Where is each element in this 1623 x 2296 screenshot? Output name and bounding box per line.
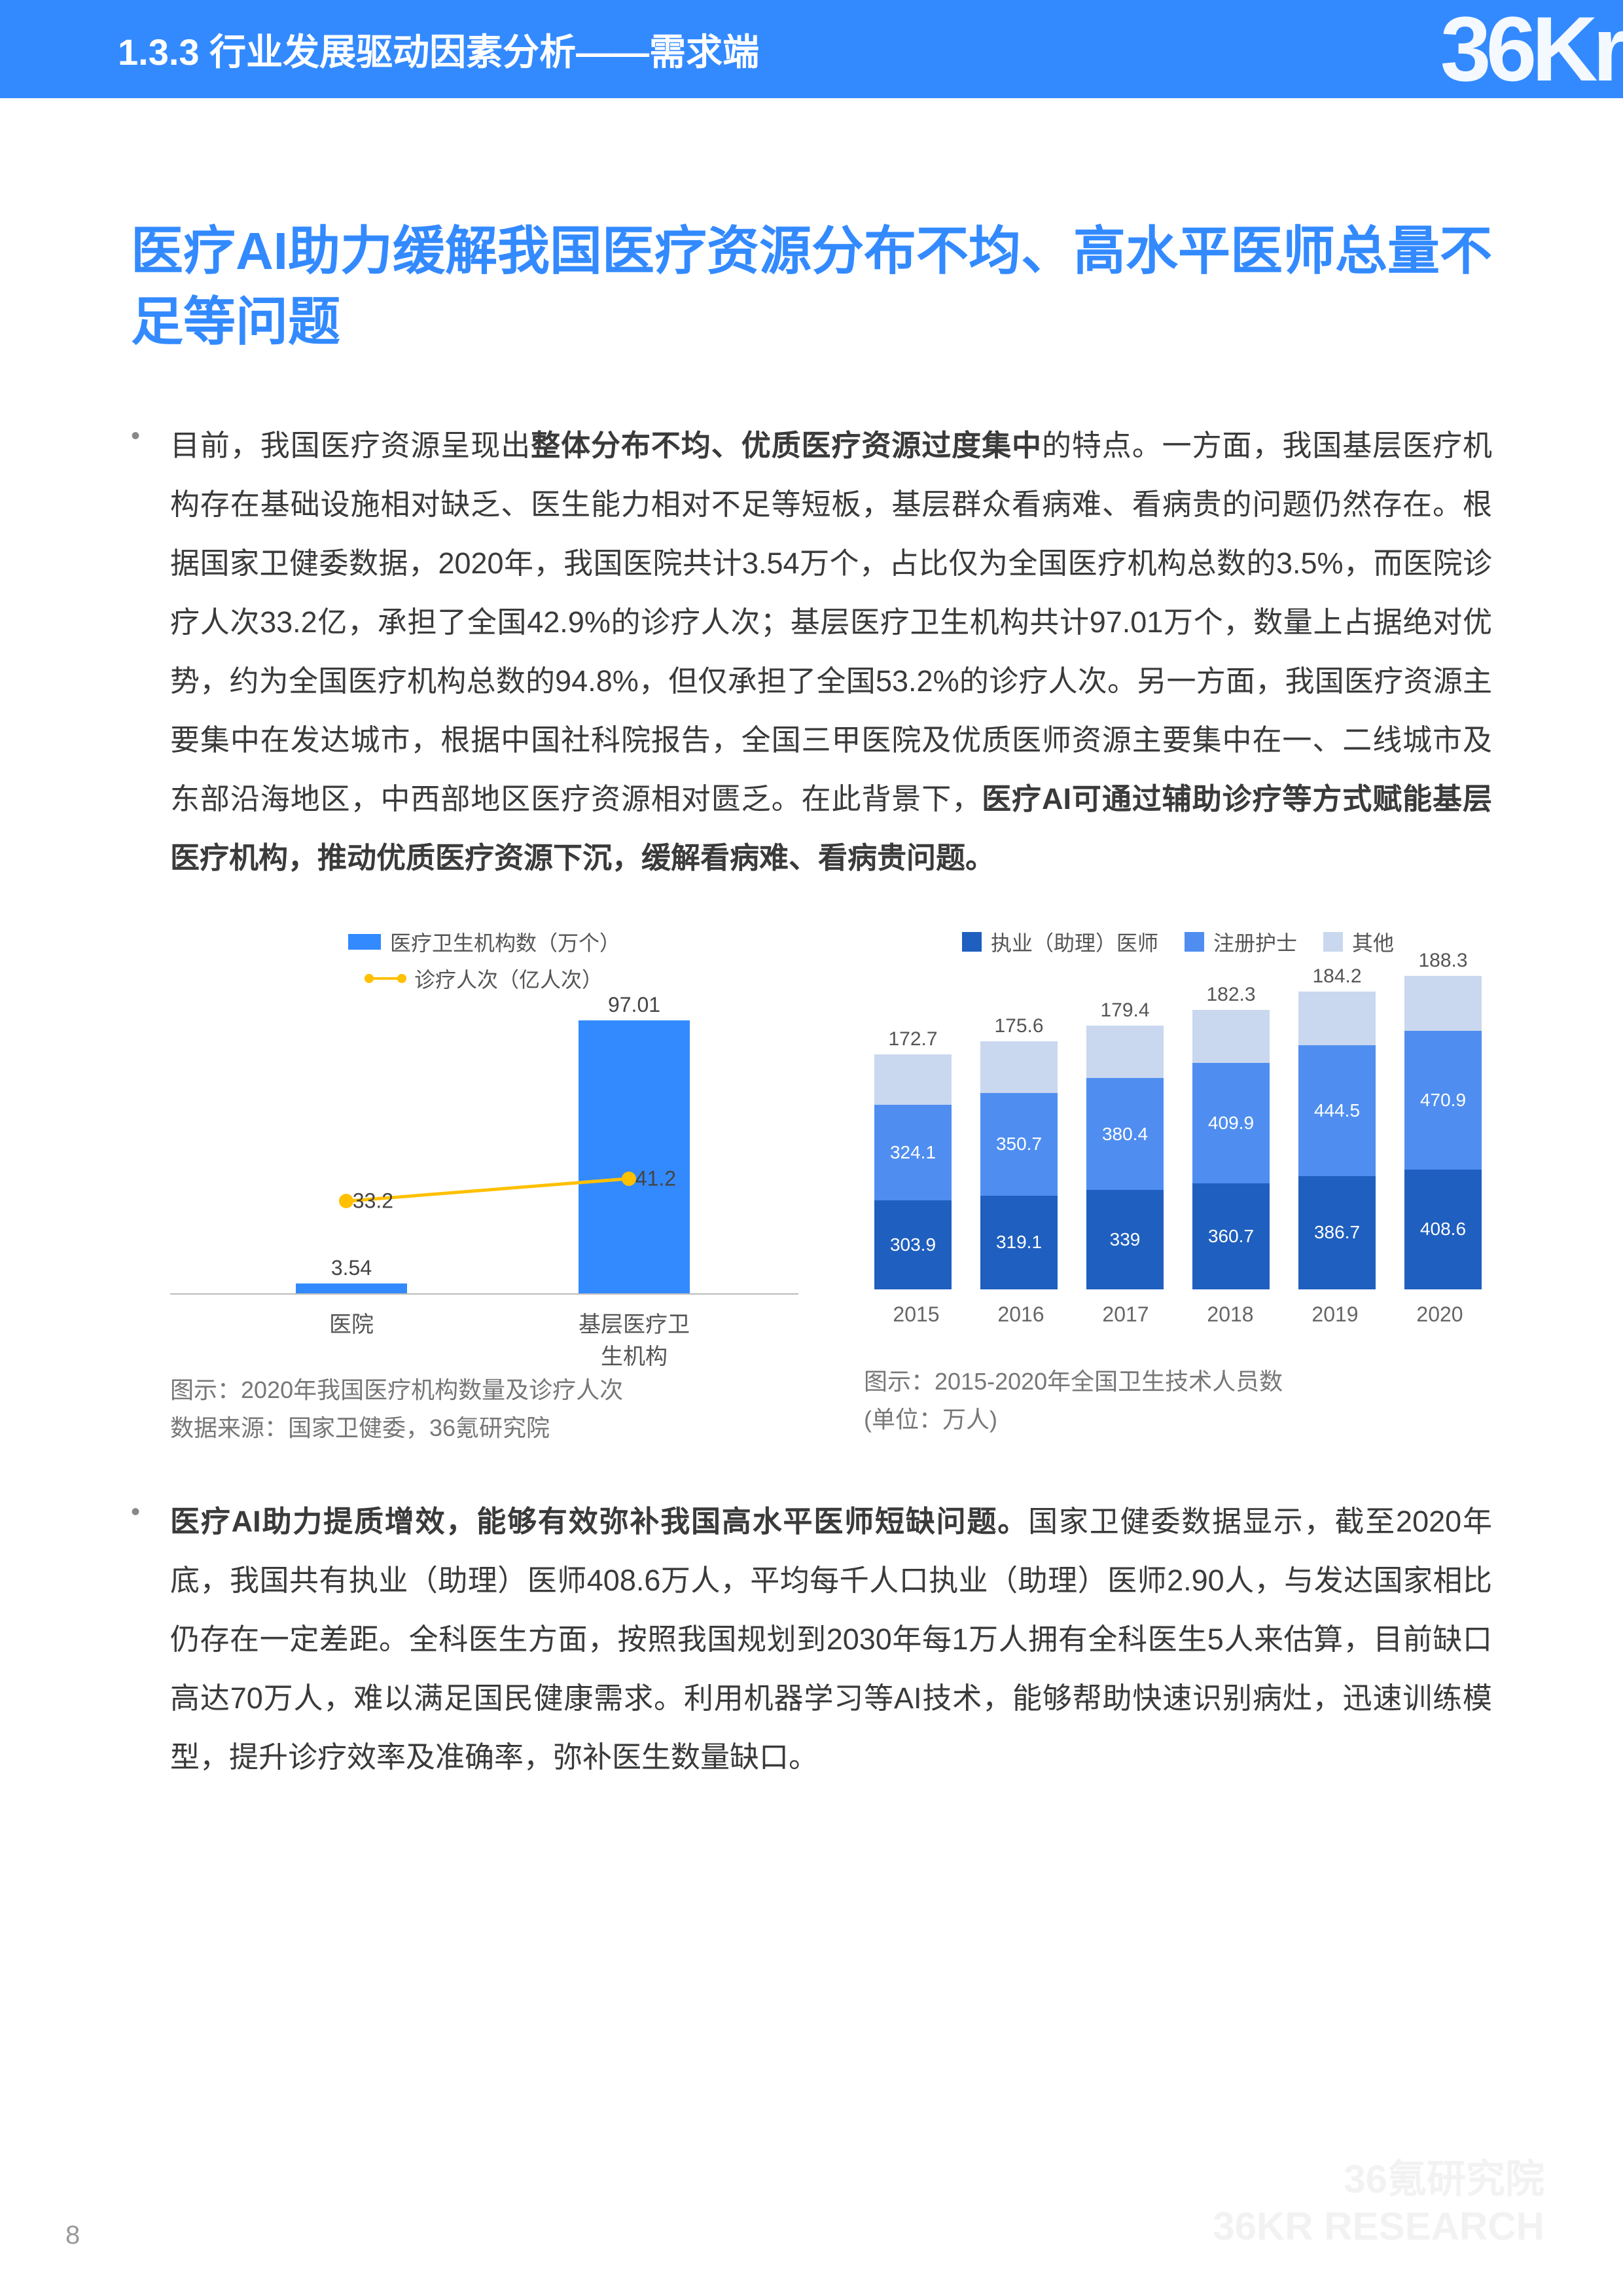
chart2-segment: 380.4 xyxy=(1086,1078,1164,1190)
chart2-xlabel: 2018 xyxy=(1192,1302,1269,1327)
chart2-segment xyxy=(1404,976,1482,1031)
section-heading: 1.3.3 行业发展驱动因素分析——需求端 xyxy=(118,23,759,76)
bullet-icon: • xyxy=(131,1492,170,1787)
chart1-xlabel: 医院 xyxy=(296,1306,407,1338)
chart-personnel: 执业（助理）医师注册护士其他 303.9324.1172.7319.1350.7… xyxy=(864,927,1492,1446)
section-title: 行业发展驱动因素分析——需求端 xyxy=(209,31,759,73)
header-bar: 1.3.3 行业发展驱动因素分析——需求端 36Kr xyxy=(0,0,1623,98)
chart1-legend-bar: 医疗卫生机构数（万个） xyxy=(348,927,620,957)
chart1-marker xyxy=(339,1194,353,1208)
chart1-line-label: 33.2 xyxy=(353,1189,393,1213)
chart1-xlabel: 基层医疗卫生机构 xyxy=(579,1306,690,1371)
chart2-caption-line1: 图示：2015-2020年全国卫生技术人员数 xyxy=(864,1363,1492,1401)
chart2-segment: 339 xyxy=(1086,1190,1164,1289)
section-number: 1.3.3 xyxy=(118,31,200,73)
chart2-segment: 360.7 xyxy=(1192,1183,1270,1289)
charts-row: 医疗卫生机构数（万个） 诊疗人次（亿人次） 3.5497.0133.241.2 … xyxy=(170,927,1492,1446)
chart1-plot: 3.5497.0133.241.2 xyxy=(170,1013,798,1295)
chart2-top-label: 184.2 xyxy=(1298,965,1376,988)
swatch-icon xyxy=(962,932,982,952)
chart2-column: 408.6470.9188.3 xyxy=(1404,976,1482,1289)
chart1-legend-bar-label: 医疗卫生机构数（万个） xyxy=(390,927,620,957)
line-swatch-icon xyxy=(366,977,405,980)
chart2-xlabels: 2015 2016 2017 2018 2019 2020 xyxy=(864,1302,1492,1327)
chart2-plot: 303.9324.1172.7319.1350.7175.6339380.417… xyxy=(864,975,1492,1289)
paragraph-2-text: 医疗AI助力提质增效，能够有效弥补我国高水平医师短缺问题。国家卫健委数据显示，截… xyxy=(170,1492,1492,1787)
chart2-segment: 303.9 xyxy=(874,1200,952,1289)
chart2-segment: 444.5 xyxy=(1298,1045,1376,1175)
page-content: 医疗AI助力缓解我国医疗资源分布不均、高水平医师总量不足等问题 • 目前，我国医… xyxy=(0,98,1623,1787)
chart2-segment: 470.9 xyxy=(1404,1031,1482,1169)
chart2-xlabel: 2017 xyxy=(1087,1302,1164,1327)
chart-institutions: 医疗卫生机构数（万个） 诊疗人次（亿人次） 3.5497.0133.241.2 … xyxy=(170,927,798,1446)
chart1-legend-line: 诊疗人次（亿人次） xyxy=(366,963,603,994)
chart2-segment xyxy=(1192,1010,1270,1064)
chart2-top-label: 188.3 xyxy=(1404,950,1482,972)
chart2-column: 319.1350.7175.6 xyxy=(980,1041,1058,1289)
chart2-xlabel: 2015 xyxy=(878,1302,955,1327)
chart2-segment: 386.7 xyxy=(1298,1176,1376,1289)
chart2-caption: 图示：2015-2020年全国卫生技术人员数 (单位：万人) xyxy=(864,1363,1492,1438)
chart1-legend: 医疗卫生机构数（万个） 诊疗人次（亿人次） xyxy=(170,927,798,994)
paragraph-2-block: • 医疗AI助力提质增效，能够有效弥补我国高水平医师短缺问题。国家卫健委数据显示… xyxy=(131,1492,1492,1787)
chart2-column: 303.9324.1172.7 xyxy=(874,1054,952,1289)
chart2-top-label: 179.4 xyxy=(1086,999,1164,1022)
chart2-xlabel: 2016 xyxy=(982,1302,1060,1327)
chart1-marker xyxy=(622,1172,636,1186)
chart2-xlabel: 2019 xyxy=(1296,1302,1374,1327)
chart1-line xyxy=(170,1013,798,1293)
chart2-legend-item: 注册护士 xyxy=(1185,927,1297,957)
chart1-caption: 图示：2020年我国医疗机构数量及诊疗人次 数据来源：国家卫健委，36氪研究院 xyxy=(170,1371,798,1446)
chart1-xlabels: 医院基层医疗卫生机构 xyxy=(170,1306,798,1335)
chart2-legend: 执业（助理）医师 注册护士 其他 xyxy=(864,927,1492,957)
chart2-xlabel: 2020 xyxy=(1401,1302,1478,1327)
chart2-top-label: 182.3 xyxy=(1192,984,1270,1006)
bar-swatch-icon xyxy=(348,934,381,950)
chart2-legend-label: 注册护士 xyxy=(1213,927,1297,957)
chart2-segment: 409.9 xyxy=(1192,1063,1270,1183)
chart2-segment: 408.6 xyxy=(1404,1170,1482,1289)
paragraph-1-text: 目前，我国医疗资源呈现出整体分布不均、优质医疗资源过度集中的特点。一方面，我国基… xyxy=(170,416,1492,888)
chart2-segment: 319.1 xyxy=(980,1196,1058,1289)
chart1-legend-line-label: 诊疗人次（亿人次） xyxy=(414,963,603,994)
main-heading: 医疗AI助力缓解我国医疗资源分布不均、高水平医师总量不足等问题 xyxy=(131,216,1492,357)
swatch-icon xyxy=(1185,932,1204,952)
watermark-line2: 36KR RESEARCH xyxy=(1213,2203,1544,2250)
chart2-segment xyxy=(1086,1026,1164,1078)
chart2-top-label: 175.6 xyxy=(980,1015,1058,1037)
watermark-line1: 36氪研究院 xyxy=(1213,2156,1544,2203)
chart2-column: 360.7409.9182.3 xyxy=(1192,1010,1270,1289)
chart2-legend-item: 执业（助理）医师 xyxy=(962,927,1158,957)
chart1-caption-line2: 数据来源：国家卫健委，36氪研究院 xyxy=(170,1409,798,1447)
page-number: 8 xyxy=(65,2221,80,2250)
chart2-column: 386.7444.5184.2 xyxy=(1298,992,1376,1289)
chart2-legend-item: 其他 xyxy=(1323,927,1394,957)
chart2-segment: 324.1 xyxy=(874,1105,952,1200)
chart2-column: 339380.4179.4 xyxy=(1086,1026,1164,1289)
chart2-segment xyxy=(980,1041,1058,1093)
chart2-caption-line2: (单位：万人) xyxy=(864,1401,1492,1439)
watermark: 36氪研究院 36KR RESEARCH xyxy=(1213,2156,1544,2250)
bullet-icon: • xyxy=(131,416,170,888)
chart2-legend-label: 执业（助理）医师 xyxy=(991,927,1158,957)
chart2-segment: 350.7 xyxy=(980,1093,1058,1196)
logo-36kr: 36Kr xyxy=(1440,0,1623,98)
chart1-caption-line1: 图示：2020年我国医疗机构数量及诊疗人次 xyxy=(170,1371,798,1409)
paragraph-1-block: • 目前，我国医疗资源呈现出整体分布不均、优质医疗资源过度集中的特点。一方面，我… xyxy=(131,416,1492,888)
chart2-segment xyxy=(1298,992,1376,1046)
chart2-legend-label: 其他 xyxy=(1352,927,1394,957)
chart2-top-label: 172.7 xyxy=(874,1028,952,1050)
chart2-segment xyxy=(874,1054,952,1105)
swatch-icon xyxy=(1323,932,1343,952)
chart1-line-label: 41.2 xyxy=(635,1166,676,1191)
